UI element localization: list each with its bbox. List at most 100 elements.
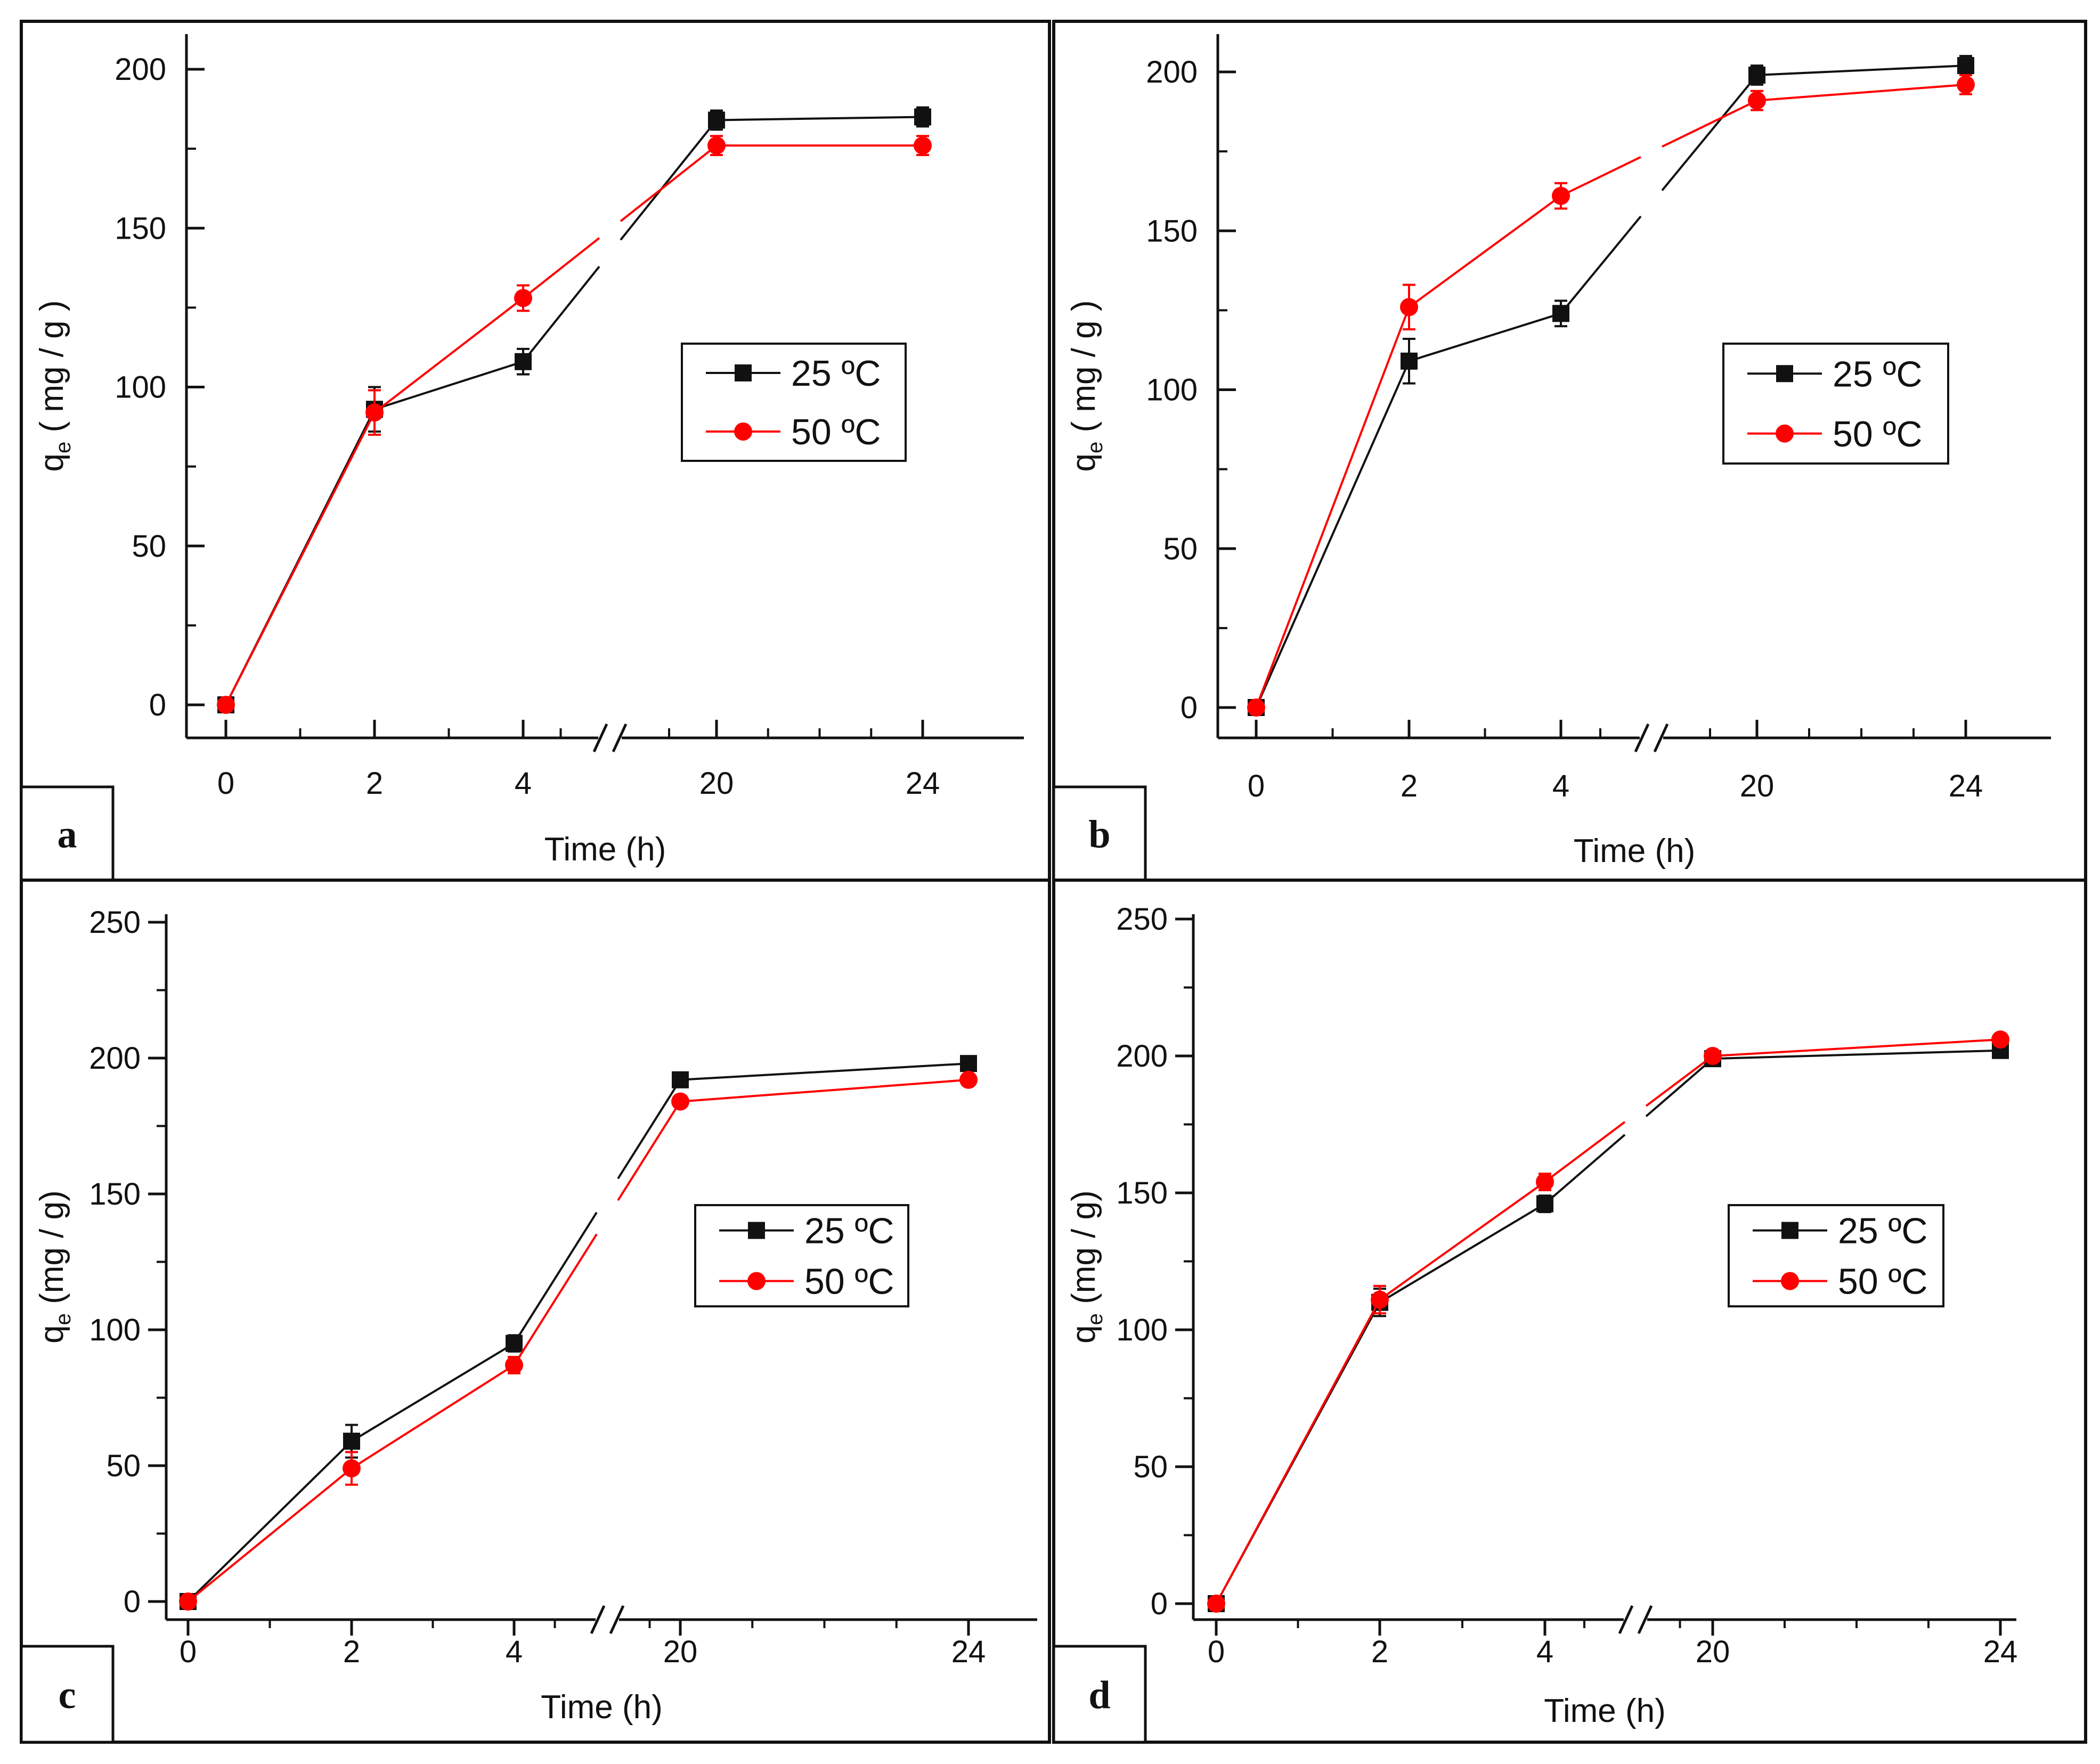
legend-label: 25 ºC: [804, 1211, 894, 1251]
legend-box: [694, 1204, 909, 1307]
series-line-segment: [617, 1079, 681, 1180]
x-axis-label: Time (h): [1574, 833, 1695, 869]
series-line-segment: [351, 1342, 515, 1442]
series-line-segment: [513, 1212, 598, 1344]
legend-marker-square: [1781, 1222, 1798, 1239]
y-axis-label: qe (mg / g): [1065, 1190, 1107, 1344]
data-point-circle: [914, 136, 932, 155]
series-line-segment: [1560, 156, 1641, 197]
series-line-segment: [1560, 215, 1642, 314]
x-tick-label: 4: [515, 766, 532, 801]
y-axis-label-main: q: [1065, 1325, 1102, 1343]
x-tick-label: 2: [1371, 1635, 1388, 1669]
series-line-segment: [1379, 1181, 1546, 1301]
data-point-circle: [1957, 75, 1975, 94]
series-line-segment: [1255, 361, 1410, 708]
x-tick-label: 0: [1248, 769, 1265, 803]
series-line-segment: [1544, 1134, 1626, 1205]
axis-break-mark: [1634, 723, 1650, 753]
data-point-circle: [1400, 298, 1418, 316]
legend-box: [1722, 343, 1949, 465]
data-point-circle: [707, 136, 726, 155]
x-tick-label: 4: [1552, 769, 1569, 803]
series-line-segment: [1712, 1049, 2001, 1060]
series-line-segment: [522, 237, 600, 299]
data-point-circle: [365, 403, 384, 422]
y-tick-label: 150: [115, 211, 166, 246]
x-axis-label: Time (h): [544, 831, 666, 868]
y-tick-label: 0: [1151, 1587, 1168, 1621]
series-50C: [1247, 74, 1975, 717]
x-tick-label: 4: [1536, 1635, 1553, 1669]
x-tick-label: 20: [1696, 1635, 1730, 1669]
axis-break-mark: [1618, 1605, 1634, 1635]
y-tick-label: 0: [124, 1584, 141, 1619]
axis-break-mark: [592, 723, 608, 753]
x-tick-label: 0: [1208, 1635, 1225, 1669]
data-point-circle: [217, 696, 235, 714]
data-point-square: [672, 1071, 689, 1088]
x-tick-label: 20: [663, 1635, 698, 1669]
data-point-square: [1401, 352, 1418, 370]
series-line-segment: [1215, 1299, 1381, 1604]
y-tick-label: 200: [89, 1041, 141, 1076]
series-line-segment: [620, 119, 718, 241]
y-axis-label-subscript: e: [1084, 1313, 1107, 1325]
x-tick-label: 4: [506, 1635, 523, 1669]
series-line-segment: [617, 1101, 681, 1201]
y-axis-label-subscript: e: [52, 442, 75, 453]
y-axis-label-subscript: e: [52, 1313, 75, 1325]
series-line-segment: [374, 360, 524, 411]
series-line-segment: [680, 1062, 969, 1081]
legend-marker-circle: [1776, 424, 1794, 443]
x-axis-label: Time (h): [1544, 1693, 1665, 1729]
data-point-circle: [514, 289, 532, 307]
series-line-segment: [1379, 1202, 1546, 1304]
x-tick-label: 20: [699, 766, 734, 801]
y-tick-label: 150: [1146, 214, 1198, 248]
data-point-square: [1536, 1195, 1553, 1213]
legend-label: 25 ºC: [1833, 354, 1922, 394]
y-axis-label-units: (mg / g): [1065, 1190, 1102, 1313]
y-axis-label-subscript: e: [1084, 442, 1107, 453]
legend-marker-circle: [747, 1272, 766, 1290]
y-axis-label-main: q: [34, 453, 70, 472]
y-axis-label-units: ( mg / g ): [1065, 300, 1102, 442]
series-line-segment: [225, 412, 376, 705]
series-line-segment: [513, 1233, 598, 1366]
data-point-square: [515, 353, 532, 370]
y-axis-label-main: q: [1065, 453, 1102, 472]
series-25C: [1248, 55, 1974, 716]
x-tick-label: 0: [180, 1635, 197, 1669]
data-point-circle: [343, 1459, 361, 1478]
y-tick-label: 0: [1181, 690, 1198, 725]
data-point-circle: [1704, 1047, 1722, 1065]
x-axis-label: Time (h): [541, 1689, 662, 1726]
y-tick-label: 150: [1116, 1176, 1168, 1210]
x-tick-label: 20: [1740, 769, 1775, 803]
data-point-circle: [1748, 91, 1766, 110]
legend-label: 50 ºC: [1833, 414, 1922, 454]
legend-label: 50 ºC: [1838, 1262, 1927, 1302]
data-point-circle: [505, 1356, 523, 1375]
panel-letter-box: [20, 1645, 115, 1744]
legend-label: 50 ºC: [791, 412, 881, 452]
x-tick-label: 2: [343, 1635, 360, 1669]
panel-letter: a: [58, 813, 77, 857]
series-line-segment: [522, 265, 600, 363]
series-line-segment: [1756, 64, 1966, 76]
legend-marker-circle: [1781, 1272, 1799, 1290]
data-point-square: [914, 108, 931, 126]
data-point-square: [343, 1433, 360, 1450]
data-point-square: [960, 1055, 977, 1072]
series-50C: [1207, 1030, 2009, 1613]
data-point-circle: [179, 1592, 197, 1611]
x-tick-label: 24: [1949, 769, 1983, 803]
legend: 25 ºC 50 ºC: [1722, 343, 1949, 465]
legend: 25 ºC 50 ºC: [1728, 1204, 1944, 1307]
series-50C: [179, 1070, 978, 1611]
